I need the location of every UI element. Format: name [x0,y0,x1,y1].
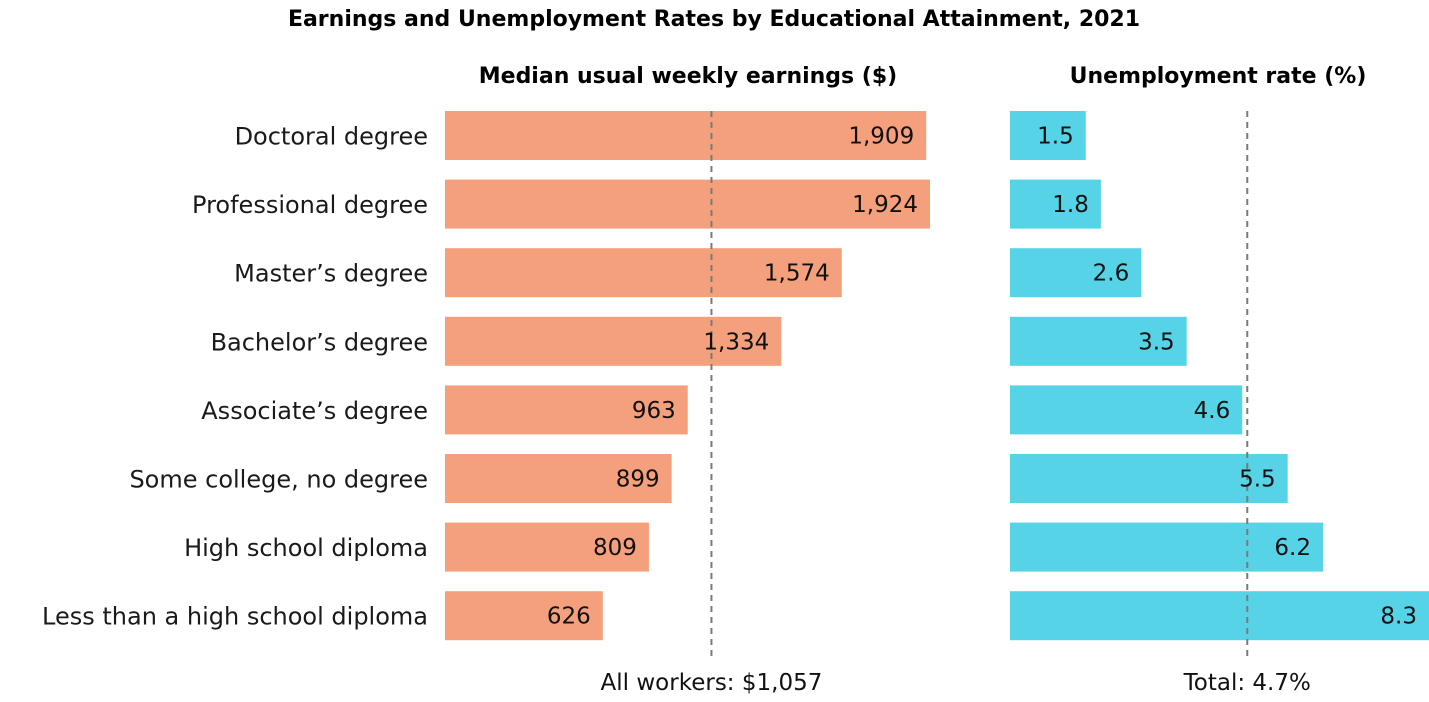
unemployment-value-label: 5.5 [1239,467,1276,493]
chart-title: Earnings and Unemployment Rates by Educa… [288,7,1140,32]
earnings-value-label: 899 [616,467,660,493]
earnings-value-label: 963 [632,398,676,424]
unemployment-bar [1010,454,1288,503]
earnings-value-label: 1,909 [848,124,914,150]
unemployment-value-label: 1.5 [1037,124,1074,150]
earnings-bar [445,248,842,298]
earnings-bar [445,522,649,572]
unemployment-value-label: 2.6 [1093,261,1130,287]
unemployment-bar [1010,179,1101,229]
unemployment-bar [1010,591,1429,641]
earnings-bar [445,179,930,229]
earnings-bar [445,591,603,641]
category-label: Doctoral degree [235,123,428,151]
unemployment-value-label: 3.5 [1138,329,1175,355]
category-labels: Doctoral degree Professional degree Master… [42,123,428,631]
earnings-value-label: 1,334 [703,329,769,355]
earnings-value-label: 1,924 [852,192,918,218]
earnings-value-label: 809 [593,535,637,561]
category-label: Less than a high school diploma [42,603,428,631]
earnings-panel-title: Median usual weekly earnings ($) [479,64,897,89]
unemployment-value-label: 6.2 [1274,535,1311,561]
unemployment-bar [1010,385,1243,435]
earnings-bar [445,111,927,160]
category-label: Some college, no degree [129,466,428,494]
earnings-reference-label: All workers: $1,057 [601,670,823,696]
unemployment-bar [1010,522,1323,572]
category-label: Associate’s degree [201,397,428,425]
unemployment-value-label: 1.8 [1052,192,1089,218]
category-label: Master’s degree [234,260,428,288]
unemployment-value-label: 4.6 [1194,398,1231,424]
unemployment-reference-label: Total: 4.7% [1183,670,1311,696]
earnings-bar [445,316,782,366]
unemployment-bar [1010,111,1086,160]
unemployment-bar [1010,316,1187,366]
earnings-bar [445,454,672,503]
earnings-panel: Median usual weekly earnings ($) 1,909 1,9… [445,64,930,696]
unemployment-panel: Unemployment rate (%) 1.5 1.8 2.6 3.5 4.6 5.5 6… [1010,64,1429,696]
earnings-value-label: 626 [547,604,591,630]
category-label: Professional degree [192,191,428,219]
category-label: Bachelor’s degree [211,328,428,356]
earnings-value-label: 1,574 [764,261,830,287]
unemployment-panel-title: Unemployment rate (%) [1070,64,1367,89]
unemployment-bar [1010,248,1142,298]
earnings-bar [445,385,688,435]
unemployment-value-label: 8.3 [1380,604,1417,630]
category-label: High school diploma [184,534,428,562]
